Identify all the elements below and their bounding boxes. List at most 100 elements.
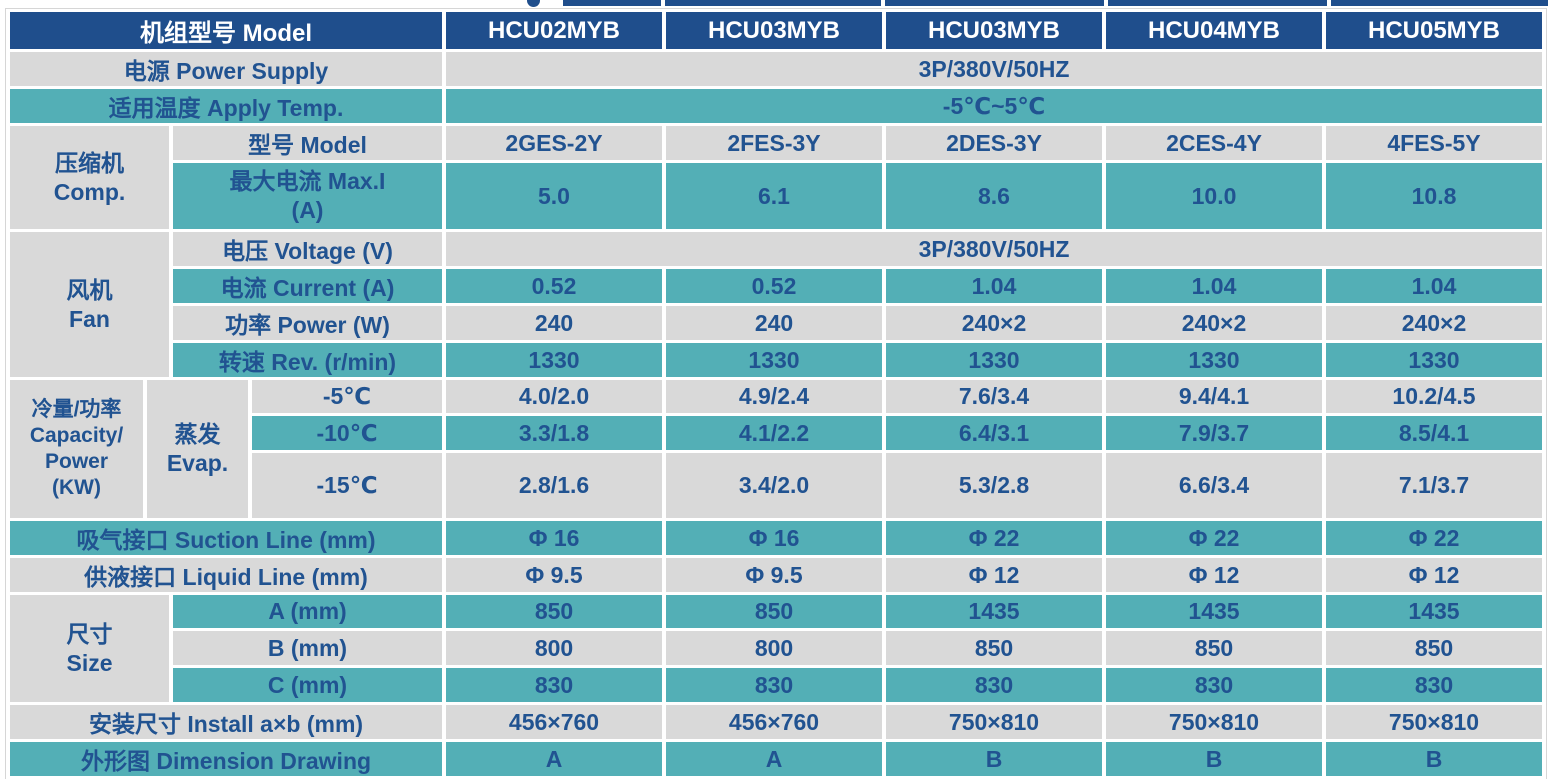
spec-value-cell: 0.52 — [446, 269, 662, 303]
power-supply-row: 电源 Power Supply 3P/380V/50HZ — [10, 52, 1542, 86]
spec-value-cell: 750×810 — [886, 705, 1102, 739]
capacity-minus10-row: -10℃ 3.3/1.8 4.1/2.2 6.4/3.1 7.9/3.7 8.5… — [10, 416, 1542, 450]
fan-label-cn: 风机 — [66, 276, 113, 303]
spec-value-cell: 240×2 — [1326, 306, 1542, 340]
fan-current-label: 电流 Current (A) — [173, 269, 442, 303]
spec-value-cell: Φ 22 — [886, 521, 1102, 555]
fan-power-row: 功率 Power (W) 240 240 240×2 240×2 240×2 — [10, 306, 1542, 340]
spec-value-cell: B — [886, 742, 1102, 776]
spec-value-cell: 1.04 — [886, 269, 1102, 303]
spec-value-cell: 3.4/2.0 — [666, 453, 882, 518]
compressor-model-label: 型号 Model — [173, 126, 442, 160]
spec-value-cell: 10.0 — [1106, 163, 1322, 229]
cutoff-fragment-bar — [665, 0, 881, 6]
spec-value-cell: 240×2 — [1106, 306, 1322, 340]
spec-value-cell: 1330 — [666, 343, 882, 377]
liquid-line-label: 供液接口 Liquid Line (mm) — [10, 558, 442, 592]
cutoff-fragment-dot — [527, 0, 540, 7]
evap-label-en: Evap. — [166, 450, 229, 476]
capacity-label-line2: Capacity/ — [29, 423, 124, 447]
drawing-row: 外形图 Dimension Drawing A A B B B — [10, 742, 1542, 776]
spec-value-cell: 830 — [446, 668, 662, 702]
cutoff-fragment-bar — [1331, 0, 1548, 6]
apply-temp-label: 适用温度 Apply Temp. — [10, 89, 442, 123]
spec-value-cell: 800 — [666, 631, 882, 665]
spec-value-cell: Φ 9.5 — [446, 558, 662, 592]
fan-voltage-row: 风机 Fan 电压 Voltage (V) 3P/380V/50HZ — [10, 232, 1542, 377]
capacity-minus5-row: 冷量/功率 Capacity/ Power (KW) 蒸发 Evap. -5℃ … — [10, 380, 1542, 518]
header-model-col: HCU03MYB — [886, 12, 1102, 49]
size-c-row: C (mm) 830 830 830 830 830 — [10, 668, 1542, 702]
spec-table: 机组型号 Model HCU02MYB HCU03MYB HCU03MYB HC… — [5, 8, 1547, 779]
size-a-label: A (mm) — [173, 595, 442, 628]
fan-label-en: Fan — [69, 305, 110, 332]
spec-value-cell: 750×810 — [1326, 705, 1542, 739]
spec-value-cell: 240 — [446, 306, 662, 340]
spec-value-cell: 6.4/3.1 — [886, 416, 1102, 450]
compressor-max-current-row: 最大电流 Max.I (A) 5.0 6.1 8.6 10.0 10.8 — [10, 163, 1542, 229]
temp-minus10-label: -10℃ — [252, 416, 442, 450]
spec-value-cell: A — [666, 742, 882, 776]
header-model-col: HCU05MYB — [1326, 12, 1542, 49]
spec-value-cell: 6.1 — [666, 163, 882, 229]
temp-minus5-label: -5℃ — [252, 380, 442, 413]
capacity-label-line4: (KW) — [52, 476, 101, 500]
spec-value-cell: 1330 — [446, 343, 662, 377]
spec-value-cell: 1435 — [886, 595, 1102, 628]
spec-value-cell: 2GES-2Y — [446, 126, 662, 160]
header-model-col: HCU02MYB — [446, 12, 662, 49]
spec-value-cell: 830 — [666, 668, 882, 702]
power-supply-value: 3P/380V/50HZ — [446, 52, 1542, 86]
spec-value-cell: 1435 — [1326, 595, 1542, 628]
apply-temp-value: -5℃~5℃ — [446, 89, 1542, 123]
spec-value-cell: Φ 16 — [666, 521, 882, 555]
apply-temp-row: 适用温度 Apply Temp. -5℃~5℃ — [10, 89, 1542, 123]
install-row: 安装尺寸 Install a×b (mm) 456×760 456×760 75… — [10, 705, 1542, 739]
header-model-col: HCU03MYB — [666, 12, 882, 49]
spec-value-cell: 456×760 — [446, 705, 662, 739]
spec-value-cell: 10.2/4.5 — [1326, 380, 1542, 413]
spec-value-cell: 4.0/2.0 — [446, 380, 662, 413]
spec-value-cell: Φ 12 — [1106, 558, 1322, 592]
spec-value-cell: 456×760 — [666, 705, 882, 739]
spec-value-cell: 830 — [886, 668, 1102, 702]
spec-value-cell: 6.6/3.4 — [1106, 453, 1322, 518]
fan-voltage-value: 3P/380V/50HZ — [446, 232, 1542, 266]
spec-value-cell: 5.3/2.8 — [886, 453, 1102, 518]
header-model-label: 机组型号 Model — [10, 12, 442, 49]
spec-value-cell: 850 — [1106, 631, 1322, 665]
capacity-label-line1: 冷量/功率 — [31, 397, 122, 421]
fan-power-label: 功率 Power (W) — [173, 306, 442, 340]
spec-value-cell: Φ 12 — [1326, 558, 1542, 592]
spec-value-cell: 10.8 — [1326, 163, 1542, 229]
spec-value-cell: 850 — [1326, 631, 1542, 665]
spec-value-cell: 830 — [1326, 668, 1542, 702]
spec-value-cell: 9.4/4.1 — [1106, 380, 1322, 413]
spec-value-cell: Φ 12 — [886, 558, 1102, 592]
spec-value-cell: 4.9/2.4 — [666, 380, 882, 413]
fan-section-label: 风机 Fan — [10, 232, 169, 377]
spec-value-cell: 850 — [886, 631, 1102, 665]
spec-value-cell: 240×2 — [886, 306, 1102, 340]
spec-value-cell: 2.8/1.6 — [446, 453, 662, 518]
spec-value-cell: 1.04 — [1106, 269, 1322, 303]
size-label-en: Size — [66, 649, 113, 676]
fan-rev-label: 转速 Rev. (r/min) — [173, 343, 442, 377]
size-b-row: B (mm) 800 800 850 850 850 — [10, 631, 1542, 665]
spec-value-cell: 800 — [446, 631, 662, 665]
size-c-label: C (mm) — [173, 668, 442, 702]
spec-value-cell: Φ 22 — [1106, 521, 1322, 555]
spec-value-cell: 240 — [666, 306, 882, 340]
spec-value-cell: B — [1326, 742, 1542, 776]
size-b-label: B (mm) — [173, 631, 442, 665]
spec-value-cell: 0.52 — [666, 269, 882, 303]
spec-value-cell: 1330 — [1106, 343, 1322, 377]
size-section-label: 尺寸 Size — [10, 595, 169, 702]
cutoff-fragment-bar — [1108, 0, 1327, 6]
max-current-label-line1: 最大电流 Max.I — [229, 168, 386, 195]
compressor-section-label: 压缩机 Comp. — [10, 126, 169, 229]
spec-value-cell: 5.0 — [446, 163, 662, 229]
spec-value-cell: 1.04 — [1326, 269, 1542, 303]
spec-value-cell: 8.5/4.1 — [1326, 416, 1542, 450]
spec-value-cell: 1435 — [1106, 595, 1322, 628]
